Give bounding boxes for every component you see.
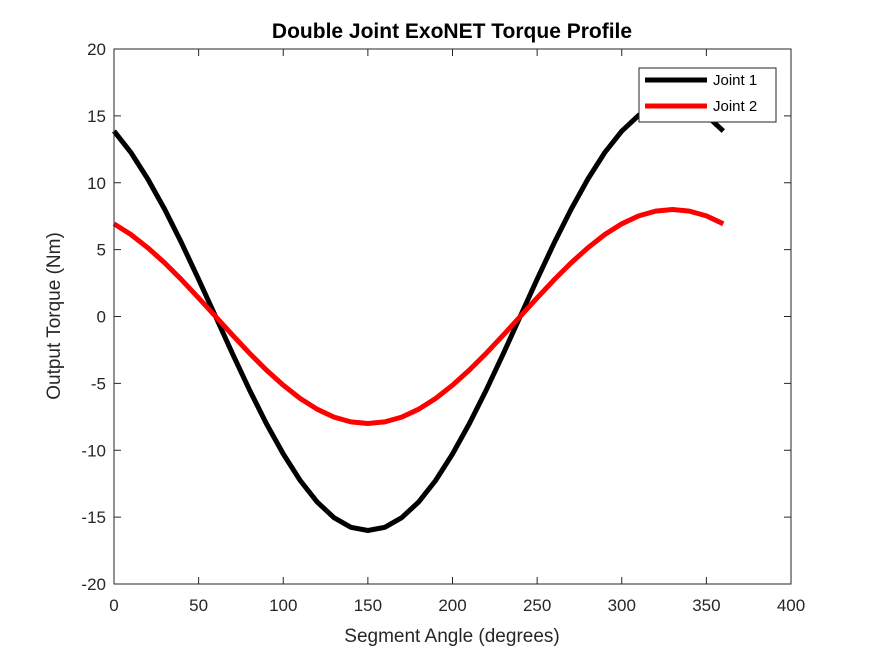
y-tick-label: 0	[97, 308, 106, 327]
y-tick-label: 10	[87, 174, 106, 193]
x-tick-label: 200	[438, 596, 466, 615]
y-tick-label: 5	[97, 241, 106, 260]
x-tick-label: 0	[109, 596, 118, 615]
y-tick-label: -20	[81, 575, 106, 594]
x-tick-label: 100	[269, 596, 297, 615]
x-tick-label: 50	[189, 596, 208, 615]
x-tick-label: 400	[777, 596, 805, 615]
legend-box	[638, 67, 777, 123]
y-axis-label: Output Torque (Nm)	[44, 232, 65, 400]
legend-label-joint-2: Joint 2	[713, 98, 757, 115]
y-tick-label: -10	[81, 441, 106, 460]
x-tick-label: 150	[354, 596, 382, 615]
x-tick-label: 250	[523, 596, 551, 615]
y-axis-ticks: -20 -15 -10 -5 0 5 10 15 20	[81, 40, 791, 594]
series-line-joint-2	[112, 207, 725, 426]
series-layer	[112, 100, 726, 533]
legend: Joint 1 Joint 2	[638, 67, 777, 123]
y-tick-label: -5	[91, 374, 106, 393]
y-tick-label: -15	[81, 508, 106, 527]
y-tick-label: 15	[87, 107, 106, 126]
chart-title: Double Joint ExoNET Torque Profile	[272, 20, 632, 43]
y-tick-label: 20	[87, 40, 106, 59]
plot-area	[114, 49, 791, 584]
x-axis-label: Segment Angle (degrees)	[344, 626, 559, 647]
x-tick-label: 350	[692, 596, 720, 615]
x-axis-ticks: 0 50 100 150 200 250 300 350 400	[109, 49, 805, 615]
x-tick-label: 300	[608, 596, 636, 615]
legend-label-joint-1: Joint 1	[713, 72, 757, 89]
